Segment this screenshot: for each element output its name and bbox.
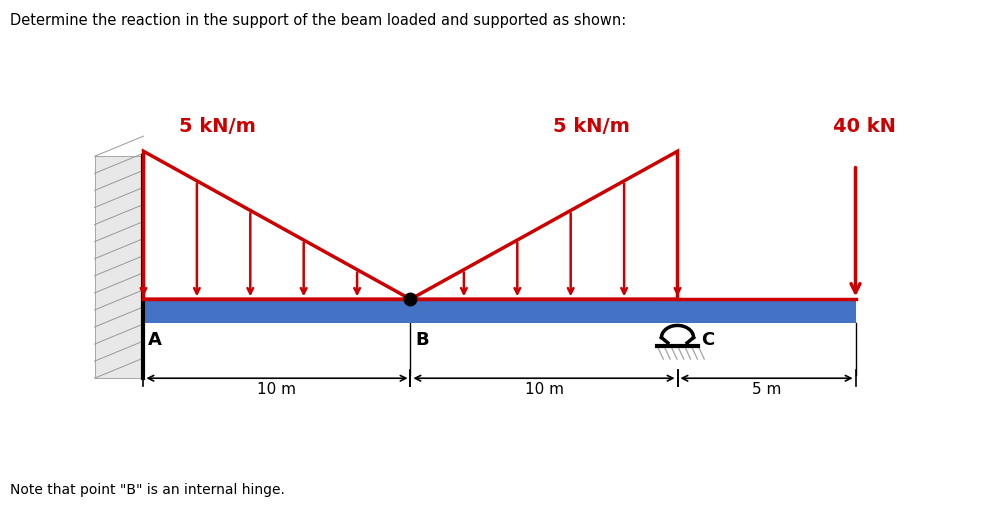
Text: C: C bbox=[700, 331, 714, 349]
Text: Note that point "B" is an internal hinge.: Note that point "B" is an internal hinge… bbox=[10, 483, 285, 497]
Text: 10 m: 10 m bbox=[258, 382, 297, 397]
Text: 5 m: 5 m bbox=[752, 382, 781, 397]
Text: 40 kN: 40 kN bbox=[833, 117, 896, 136]
Text: 5 kN/m: 5 kN/m bbox=[179, 117, 256, 136]
Bar bbox=[95, 156, 144, 378]
Text: Determine the reaction in the support of the beam loaded and supported as shown:: Determine the reaction in the support of… bbox=[10, 13, 626, 28]
Bar bbox=[144, 299, 855, 323]
Text: 5 kN/m: 5 kN/m bbox=[552, 117, 629, 136]
Text: 10 m: 10 m bbox=[524, 382, 563, 397]
Text: A: A bbox=[148, 331, 162, 349]
Text: B: B bbox=[415, 331, 429, 349]
